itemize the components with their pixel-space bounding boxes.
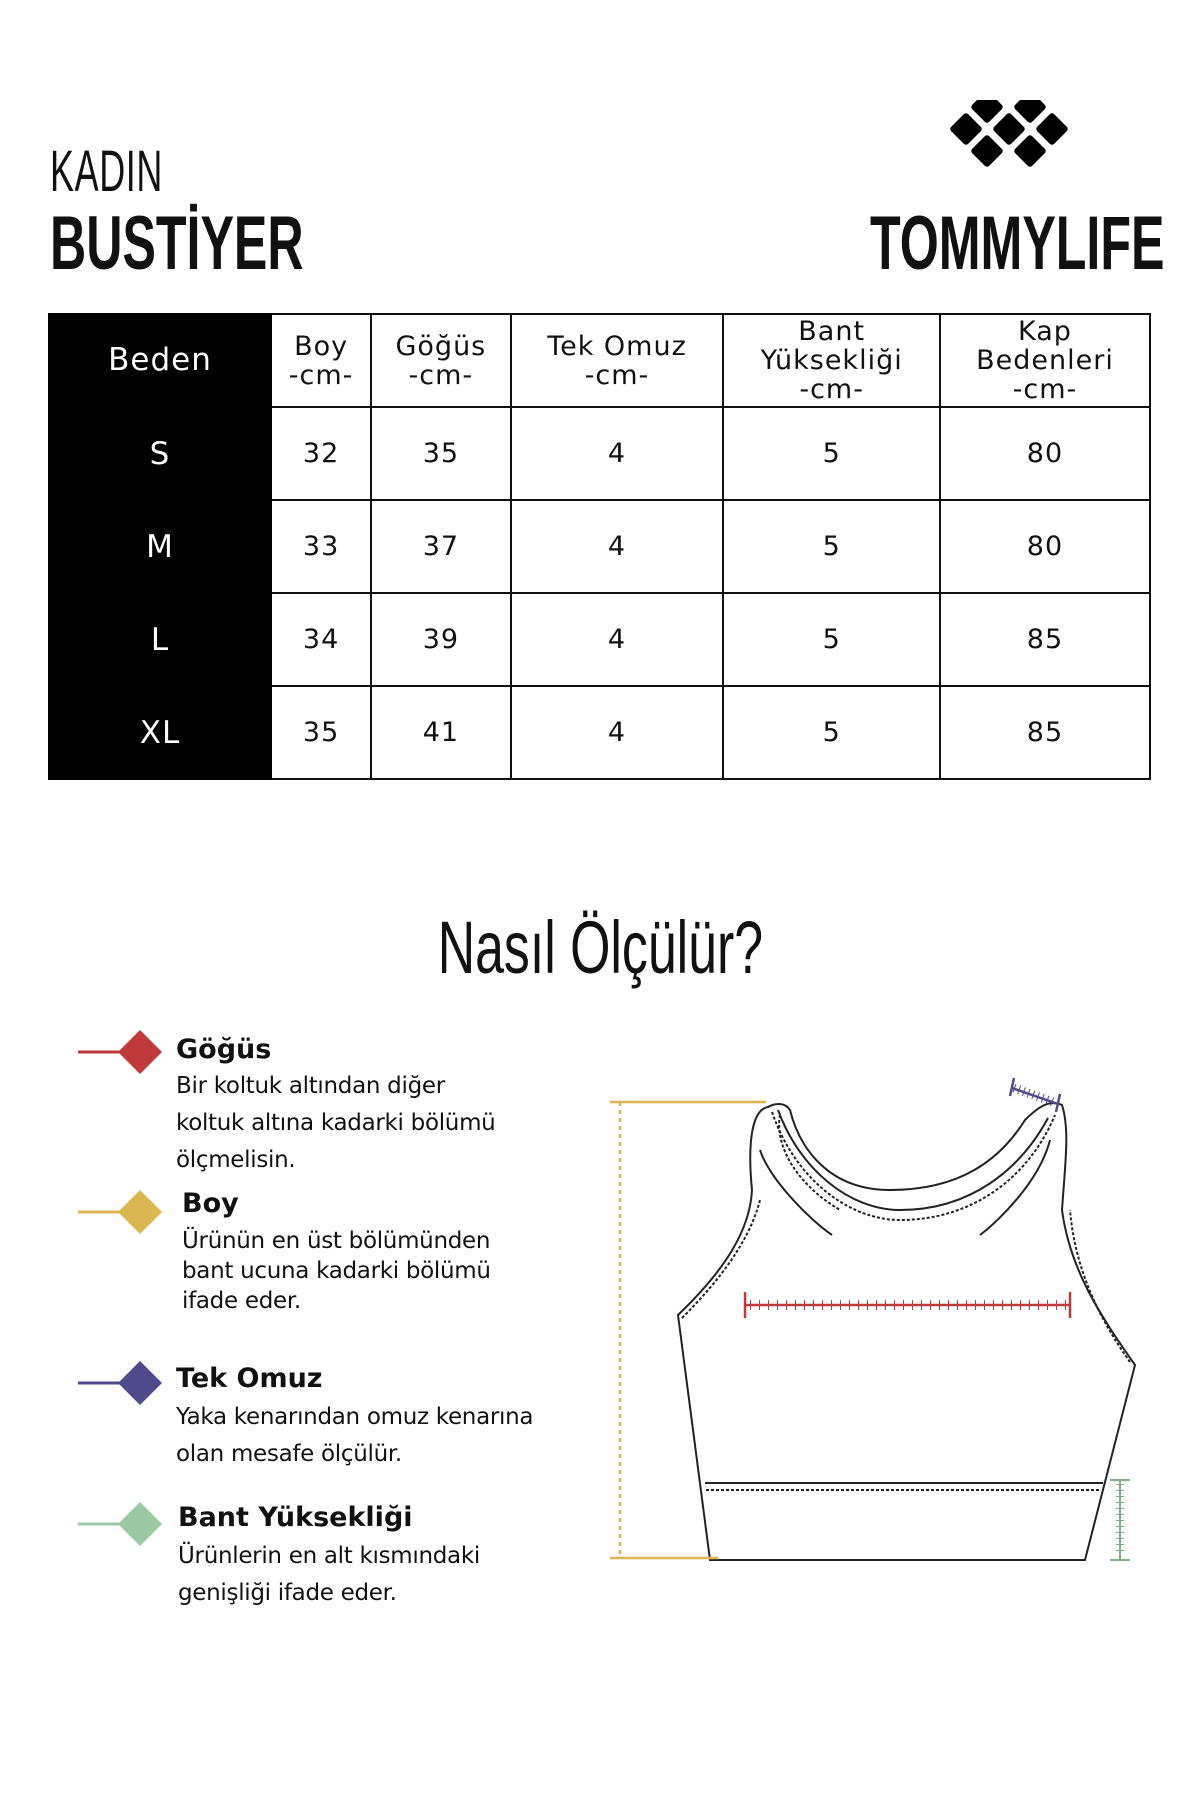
column-header-shoulder: Tek Omuz -cm-: [509, 313, 725, 408]
size-table: Beden Boy -cm- Göğüs -cm- Tek Omuz -cm- Ban…: [48, 313, 1152, 780]
table-cell: 35: [269, 685, 373, 780]
legend-title: Tek Omuz: [176, 1363, 323, 1394]
column-header-length: Boy -cm-: [269, 313, 373, 408]
table-cell: 85: [938, 685, 1152, 780]
chest-measure-line-icon: [743, 1292, 1072, 1318]
header-label: Yüksekliği: [760, 345, 903, 376]
legend-description: Ürünlerin en alt kısmındaki genişliği if…: [178, 1538, 480, 1612]
legend-title: Boy: [182, 1188, 239, 1219]
legend-line: ifade eder.: [182, 1288, 301, 1314]
legend-title: Bant Yüksekliği: [178, 1502, 413, 1533]
column-header-size: Beden: [48, 313, 272, 408]
shoulder-measure-line-icon: [1008, 1077, 1062, 1113]
table-cell: 5: [722, 592, 941, 687]
legend-description: Yaka kenarından omuz kenarına olan mesaf…: [176, 1399, 534, 1473]
header-unit: -cm-: [288, 359, 354, 391]
table-cell: 5: [722, 499, 941, 594]
product-title: BUSTİYER: [50, 201, 304, 286]
bustier-measurement-diagram: [610, 1077, 1137, 1561]
legend-description: Bir koltuk altından diğer koltuk altına …: [176, 1068, 496, 1179]
table-cell: 80: [938, 499, 1152, 594]
table-cell: 37: [370, 499, 512, 594]
brand-logo-icon: [950, 100, 1068, 167]
legend-line: Ürünün en üst bölümünden: [182, 1228, 491, 1254]
table-cell: 4: [509, 499, 725, 594]
legend-line: genişliği ifade eder.: [178, 1580, 397, 1606]
table-header-row: Beden Boy -cm- Göğüs -cm- Tek Omuz -cm- Ban…: [48, 313, 1152, 408]
legend-line: Yaka kenarından omuz kenarına: [176, 1404, 534, 1430]
header-unit: -cm-: [1012, 374, 1078, 405]
bustier-outline-icon: [676, 1102, 1137, 1561]
header-label: Bant: [798, 316, 866, 347]
size-cell: L: [48, 592, 272, 687]
table-cell: 4: [509, 406, 725, 501]
legend-line: ölçmelisin.: [176, 1147, 296, 1173]
header-unit: -cm-: [408, 359, 474, 391]
table-row: M 33 37 4 5 80: [48, 499, 1152, 594]
header-label: Göğüs: [395, 330, 487, 362]
column-header-band-height: Bant Yüksekliği -cm-: [722, 313, 941, 408]
header-unit: -cm-: [799, 374, 864, 405]
header-label: Beden: [108, 342, 212, 378]
size-cell: S: [48, 406, 272, 501]
legend-line: Bir koltuk altından diğer: [176, 1073, 445, 1099]
table-cell: 33: [269, 499, 373, 594]
table-cell: 85: [938, 592, 1152, 687]
header-label: Tek Omuz: [547, 330, 687, 362]
size-cell: XL: [48, 685, 272, 780]
legend-line: koltuk altına kadarki bölümü: [176, 1110, 496, 1136]
header-unit: -cm-: [584, 359, 650, 391]
legend-description: Ürünün en üst bölümünden bant ucuna kada…: [182, 1226, 491, 1316]
table-cell: 35: [370, 406, 512, 501]
length-measure-line-icon: [610, 1100, 766, 1560]
header-label: Kap: [1018, 316, 1072, 347]
legend-line: olan mesafe ölçülür.: [176, 1441, 402, 1467]
how-to-measure-title: Nasıl Ölçülür?: [437, 906, 763, 989]
legend-title: Göğüs: [176, 1034, 272, 1065]
brand-name: TOMMYLIFE: [870, 201, 1165, 286]
header-label: Bedenleri: [976, 345, 1114, 376]
band-height-measure-line-icon: [1110, 1479, 1130, 1561]
green-diamond-marker-icon: [78, 1502, 162, 1546]
size-cell: M: [48, 499, 272, 594]
column-header-cup-size: Kap Bedenleri -cm-: [938, 313, 1152, 408]
table-row: S 32 35 4 5 80: [48, 406, 1152, 501]
table-cell: 80: [938, 406, 1152, 501]
table-cell: 34: [269, 592, 373, 687]
legend-line: bant ucuna kadarki bölümü: [182, 1258, 491, 1284]
header-label: Boy: [294, 330, 349, 362]
table-cell: 5: [722, 406, 941, 501]
legend-line: Ürünlerin en alt kısmındaki: [178, 1543, 480, 1569]
table-cell: 39: [370, 592, 512, 687]
table-row: L 34 39 4 5 85: [48, 592, 1152, 687]
red-diamond-marker-icon: [78, 1030, 162, 1074]
column-header-chest: Göğüs -cm-: [370, 313, 512, 408]
table-cell: 5: [722, 685, 941, 780]
yellow-diamond-marker-icon: [78, 1190, 162, 1234]
table-row: XL 35 41 4 5 85: [48, 685, 1152, 780]
purple-diamond-marker-icon: [78, 1361, 162, 1405]
category-label: KADIN: [50, 139, 164, 204]
table-cell: 41: [370, 685, 512, 780]
table-cell: 32: [269, 406, 373, 501]
table-cell: 4: [509, 685, 725, 780]
table-cell: 4: [509, 592, 725, 687]
